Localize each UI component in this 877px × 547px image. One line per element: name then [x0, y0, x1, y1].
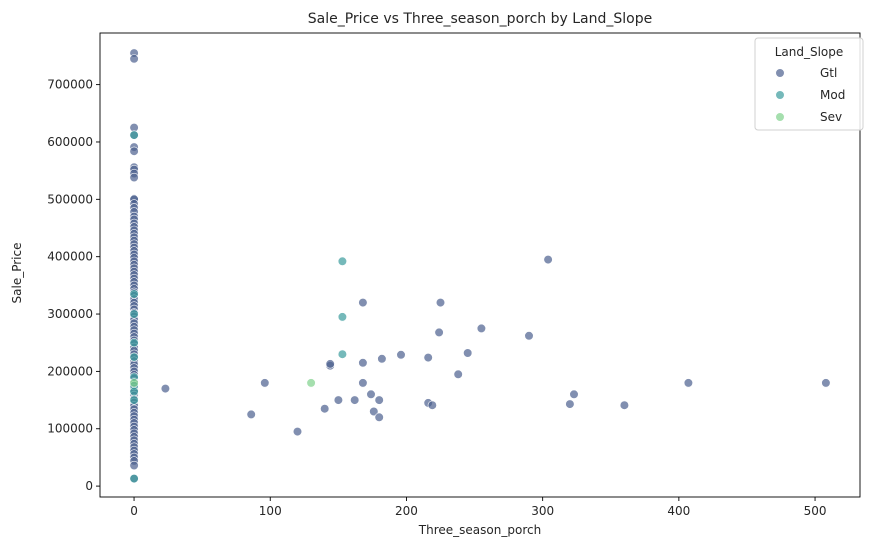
y-tick-label: 300000 — [47, 307, 93, 321]
data-point-gtl — [350, 395, 360, 405]
x-tick-label: 0 — [130, 504, 138, 518]
data-point-mod — [129, 352, 139, 362]
y-tick-label: 400000 — [47, 250, 93, 264]
legend: Land_Slope Gtl Mod Sev — [754, 37, 864, 131]
data-point-gtl — [434, 327, 444, 338]
legend-label-mod: Mod — [820, 88, 845, 102]
data-point-gtl — [246, 409, 256, 420]
x-axis-label: Three_season_porch — [418, 523, 541, 537]
data-point-mod — [337, 256, 348, 266]
data-point-gtl — [427, 400, 437, 410]
data-point-gtl — [292, 427, 303, 437]
data-point-mod — [129, 395, 139, 405]
x-tick-label: 300 — [531, 504, 554, 518]
data-point-mod — [129, 289, 139, 299]
data-point-mod — [129, 338, 139, 348]
x-tick-label: 500 — [804, 504, 827, 518]
y-tick-label: 200000 — [47, 364, 93, 378]
data-point-gtl — [435, 298, 446, 308]
data-point-gtl — [369, 406, 379, 417]
legend-items: Gtl Mod Sev — [775, 66, 845, 124]
data-point-gtl — [358, 378, 368, 388]
data-point-gtl — [129, 172, 139, 183]
data-point-gtl — [543, 255, 553, 265]
data-point-gtl — [524, 331, 534, 341]
y-axis-label: Sale_Price — [10, 243, 24, 304]
legend-box — [754, 37, 864, 131]
data-point-gtl — [366, 389, 376, 399]
legend-title: Land_Slope — [775, 45, 844, 59]
y-tick-label: 100000 — [47, 422, 93, 436]
y-tick-label: 600000 — [47, 135, 93, 149]
data-point-mod — [129, 309, 139, 319]
data-point-gtl — [476, 323, 487, 334]
data-point-mod — [129, 130, 139, 140]
data-point-gtl — [619, 400, 630, 410]
data-point-gtl — [260, 378, 270, 388]
x-tick-label: 200 — [395, 504, 418, 518]
legend-marker-sev — [775, 112, 785, 122]
data-point-gtl — [683, 378, 694, 388]
data-point-gtl — [358, 358, 368, 368]
data-point-gtl — [453, 369, 463, 379]
x-tick-label: 100 — [259, 504, 282, 518]
legend-label-sev: Sev — [820, 110, 842, 124]
data-point-gtl — [129, 460, 139, 471]
data-point-gtl — [358, 298, 368, 308]
data-point-mod — [129, 474, 139, 484]
data-point-gtl — [129, 146, 139, 156]
data-point-gtl — [374, 395, 384, 405]
axes-layer: 0 100 200 300 400 500 0 100000 200000 300000 40000… — [47, 32, 861, 518]
chart-title: Sale_Price vs Three_season_porch by Land… — [308, 11, 652, 27]
points-layer — [129, 48, 831, 484]
data-point-gtl — [463, 348, 473, 358]
legend-marker-gtl — [775, 68, 785, 78]
data-point-gtl — [320, 404, 330, 414]
data-point-mod — [129, 386, 139, 397]
data-point-gtl — [423, 353, 433, 363]
data-point-gtl — [160, 384, 170, 394]
data-point-mod — [337, 312, 348, 322]
legend-marker-mod — [775, 90, 785, 100]
plot-frame — [99, 32, 861, 498]
y-tick-label: 700000 — [47, 78, 93, 92]
legend-label-gtl: Gtl — [820, 66, 837, 80]
data-point-gtl — [569, 389, 579, 399]
data-point-gtl — [325, 359, 335, 369]
data-point-gtl — [396, 350, 406, 360]
x-tick-label: 400 — [667, 504, 690, 518]
data-point-mod — [337, 349, 348, 359]
y-tick-label: 0 — [85, 479, 93, 493]
data-point-gtl — [821, 378, 831, 388]
data-point-gtl — [129, 54, 139, 64]
data-point-gtl — [565, 399, 575, 409]
data-point-sev — [129, 378, 139, 388]
data-point-gtl — [377, 354, 387, 364]
data-point-sev — [306, 378, 316, 388]
data-point-gtl — [333, 395, 344, 405]
y-tick-label: 500000 — [47, 192, 93, 206]
data-point-gtl — [374, 412, 384, 422]
